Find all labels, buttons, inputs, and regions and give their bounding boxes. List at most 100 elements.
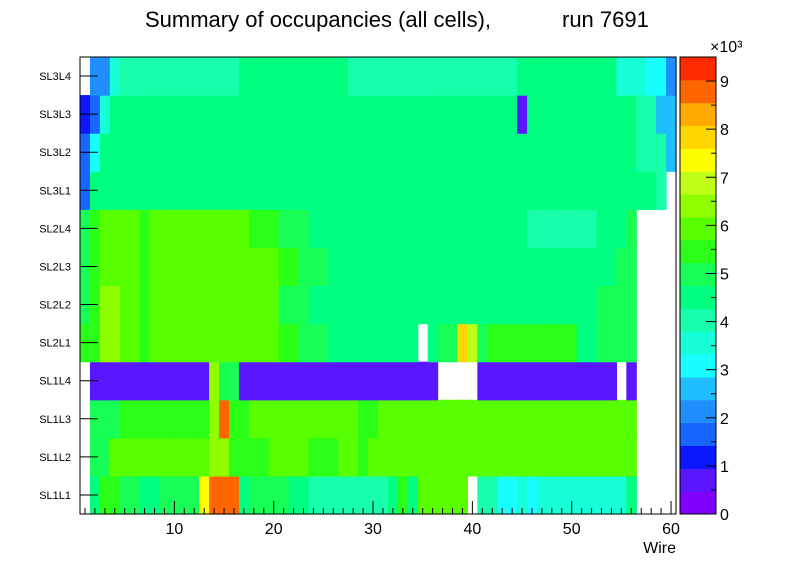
- heatmap-cell-SL2L1-w26: [328, 323, 339, 363]
- heatmap-cell-SL3L4-w4: [109, 57, 121, 96]
- heatmap-cell-SL1L1-w10: [169, 475, 180, 515]
- heatmap-cell-SL3L4-w56: [626, 57, 637, 96]
- heatmap-cell-SL3L2-w59: [656, 133, 667, 172]
- heatmap-cell-SL2L3-w19: [258, 247, 270, 287]
- heatmap-cell-SL2L2-w25: [318, 285, 329, 325]
- heatmap-cell-SL3L2-w14: [209, 133, 220, 172]
- heatmap-cell-SL1L1-w42: [487, 475, 498, 515]
- heatmap-cell-SL3L3-w7: [139, 95, 151, 134]
- heatmap-cell-SL1L1-w29: [358, 475, 369, 515]
- heatmap-cell-SL1L4-w43: [497, 361, 508, 401]
- heatmap-cell-SL3L3-w24: [308, 95, 319, 134]
- heatmap-cell-SL3L3-w40: [467, 95, 478, 134]
- heatmap-cell-SL3L3-w45: [517, 95, 528, 134]
- heatmap-cell-SL3L2-w29: [358, 133, 369, 172]
- heatmap-cell-SL1L2-w5: [119, 437, 131, 477]
- heatmap-cell-SL1L1-w26: [328, 475, 339, 515]
- heatmap-cell-SL2L4-w51: [576, 209, 588, 249]
- chart-title-run: run 7691: [562, 7, 649, 32]
- heatmap-cell-SL1L4-w51: [576, 361, 588, 401]
- heatmap-cell-SL2L1-w5: [119, 323, 131, 363]
- heatmap-cell-SL2L2-w51: [576, 285, 588, 325]
- heatmap-cell-SL1L3-w34: [407, 399, 419, 439]
- heatmap-cell-SL1L1-w16: [229, 475, 240, 515]
- heatmap-cell-SL1L3-w30: [368, 399, 379, 439]
- heatmap-cell-SL2L1-w33: [397, 323, 409, 363]
- heatmap-cell-SL3L1-w9: [159, 171, 170, 210]
- heatmap-cell-SL2L3-w30: [368, 247, 379, 287]
- heatmap-cell-SL3L1-w16: [229, 171, 240, 210]
- heatmap-cell-SL2L1-w18: [248, 323, 260, 363]
- heatmap-cell-SL3L3-w48: [546, 95, 558, 134]
- heatmap-cell-SL3L4-w51: [576, 57, 588, 96]
- heatmap-cell-SL2L2-w49: [556, 285, 568, 325]
- heatmap-cell-SL3L2-w54: [606, 133, 617, 172]
- heatmap-cell-SL3L2-w32: [387, 133, 399, 172]
- heatmap-cell-SL1L4-w6: [129, 361, 141, 401]
- palette-tick-label-6: 6: [720, 218, 729, 235]
- heatmap-cell-SL1L4-w10: [169, 361, 180, 401]
- chart-title: Summary of occupancies (all cells),: [145, 7, 491, 32]
- heatmap-cell-SL1L1-w6: [129, 475, 141, 515]
- heatmap-cell-SL1L2-w48: [546, 437, 558, 477]
- heatmap-cell-SL1L2-w3: [99, 437, 111, 477]
- heatmap-cell-SL1L2-w25: [318, 437, 329, 477]
- heatmap-cell-SL3L3-w8: [149, 95, 161, 134]
- heatmap-cell-SL3L3-w16: [229, 95, 240, 134]
- heatmap-cell-SL2L3-w52: [586, 247, 598, 287]
- heatmap-cell-SL3L3-w35: [417, 95, 429, 134]
- heatmap-cell-SL1L2-w53: [596, 437, 608, 477]
- palette-band: [680, 57, 716, 81]
- heatmap-cell-SL2L1-w49: [556, 323, 568, 363]
- heatmap-cell-SL3L2-w44: [507, 133, 518, 172]
- heatmap-cell-SL2L2-w40: [467, 285, 478, 325]
- heatmap-cell-SL3L1-w31: [378, 171, 389, 210]
- heatmap-cell-SL1L3-w27: [338, 399, 349, 439]
- palette-band: [680, 399, 716, 424]
- heatmap-cell-SL1L1-w44: [507, 475, 518, 515]
- heatmap-cell-SL2L1-w19: [258, 323, 270, 363]
- heatmap-cell-SL1L3-w46: [527, 399, 538, 439]
- heatmap-cell-SL3L1-w23: [298, 171, 310, 210]
- heatmap-cell-SL3L4-w48: [546, 57, 558, 96]
- heatmap-cell-SL3L2-w31: [378, 133, 389, 172]
- heatmap-cell-SL1L3-w7: [139, 399, 151, 439]
- heatmap-cell-SL1L4-w12: [189, 361, 200, 401]
- heatmap-cell-SL3L1-w27: [338, 171, 349, 210]
- heatmap-cell-SL2L4-w56: [626, 209, 637, 249]
- heatmap-cell-SL1L3-w4: [109, 399, 121, 439]
- heatmap-cell-SL1L4-w19: [258, 361, 270, 401]
- heatmap-cell-SL1L3-w38: [447, 399, 459, 439]
- heatmap-cell-SL2L2-w3: [99, 285, 111, 325]
- palette-tick-label-2: 2: [720, 411, 729, 428]
- heatmap-cell-SL3L4-w53: [596, 57, 608, 96]
- heatmap-cell-SL3L3-w54: [606, 95, 617, 134]
- heatmap-cell-SL2L3-w16: [229, 247, 240, 287]
- heatmap-cell-SL3L1-w42: [487, 171, 498, 210]
- x-tick-label-30: 30: [364, 521, 382, 538]
- heatmap-cell-SL1L2-w20: [268, 437, 280, 477]
- heatmap-cell-SL2L1-w24: [308, 323, 319, 363]
- heatmap-cell-SL1L2-w21: [278, 437, 290, 477]
- heatmap-cell-SL2L1-w30: [368, 323, 379, 363]
- heatmap-cell-SL2L3-w12: [189, 247, 200, 287]
- heatmap-cell-SL2L3-w50: [566, 247, 578, 287]
- heatmap-cell-SL3L1-w55: [616, 171, 627, 210]
- heatmap-cell-SL2L4-w6: [129, 209, 141, 249]
- heatmap-cell-SL2L3-w5: [119, 247, 131, 287]
- heatmap-cell-SL2L3-w13: [199, 247, 210, 287]
- heatmap-cell-SL1L1-w37: [437, 475, 449, 515]
- heatmap-cell-SL2L2-w28: [348, 285, 359, 325]
- palette-band: [680, 171, 716, 195]
- heatmap-cell-SL2L4-w35: [417, 209, 429, 249]
- heatmap-cell-SL1L4-w8: [149, 361, 161, 401]
- heatmap-cell-SL3L3-w5: [119, 95, 131, 134]
- heatmap-cell-SL2L1-w11: [179, 323, 190, 363]
- heatmap-cell-SL2L4-w3: [99, 209, 111, 249]
- heatmap-cell-SL1L2-w35: [417, 437, 429, 477]
- heatmap-cell-SL1L1-w35: [417, 475, 429, 515]
- heatmap-cell-SL3L4-w26: [328, 57, 339, 96]
- heatmap-cell-SL2L3-w37: [437, 247, 449, 287]
- heatmap-cell-SL2L3-w55: [616, 247, 627, 287]
- heatmap-cell-SL1L3-w25: [318, 399, 329, 439]
